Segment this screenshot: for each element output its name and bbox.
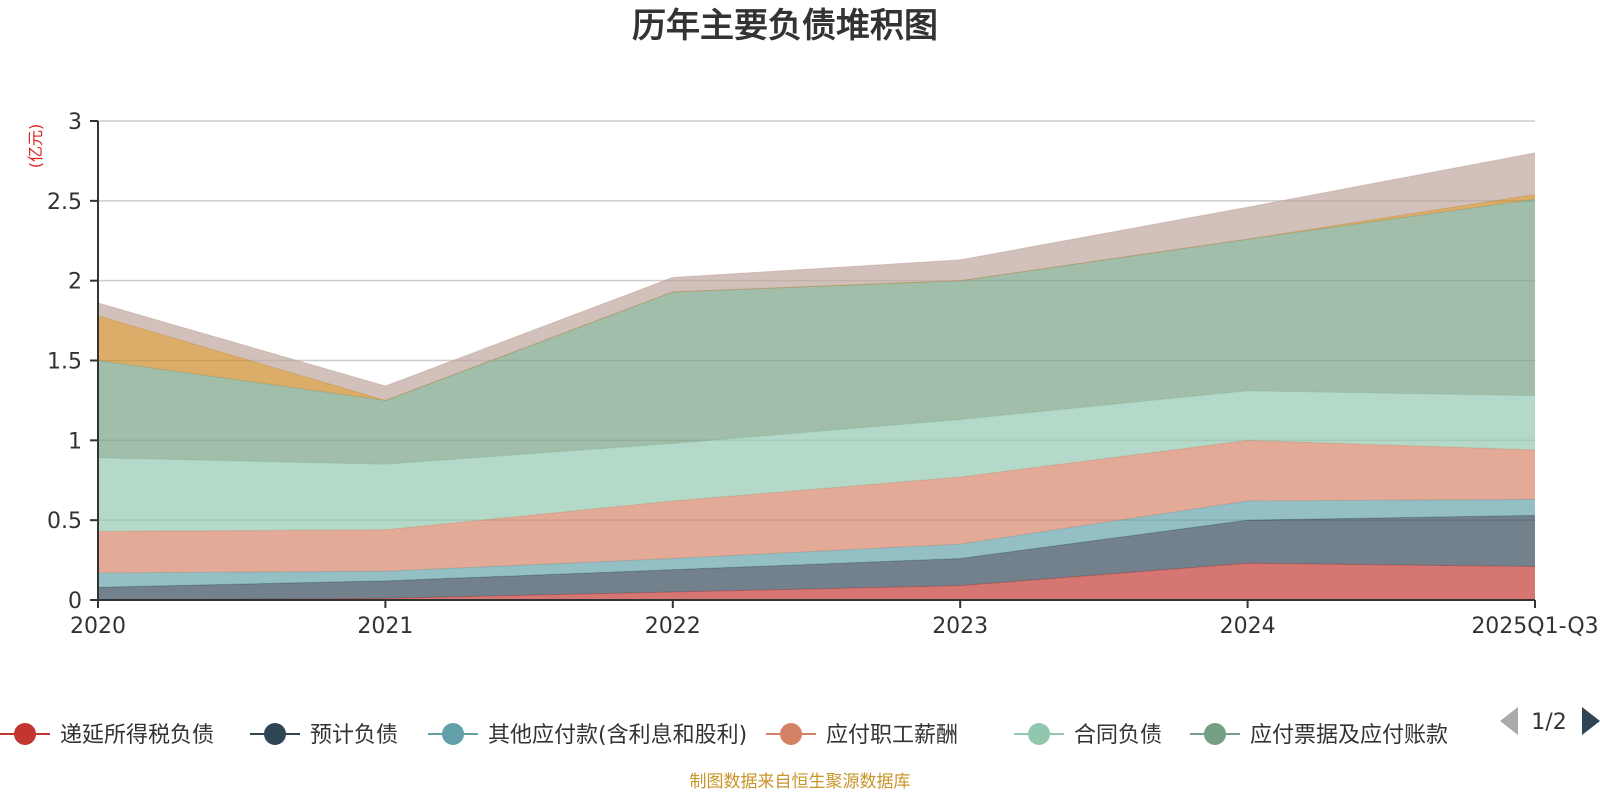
data-source-note: 制图数据来自恒生聚源数据库 — [690, 772, 911, 792]
x-tick-label-0: 2020 — [70, 614, 126, 639]
x-tick-label-2: 2022 — [645, 614, 701, 639]
y-tick-label-3: 1.5 — [47, 350, 82, 375]
y-axis-label: (亿元) — [26, 124, 45, 169]
legend-label-1: 预计负债 — [310, 723, 398, 748]
legend-item-2[interactable]: 其他应付款(含利息和股利) — [428, 723, 747, 748]
legend-marker-icon-3 — [780, 723, 802, 745]
legend-page-indicator: 1/2 — [1531, 710, 1566, 735]
area-series-7 — [98, 152, 1535, 401]
area-series-3 — [98, 440, 1535, 573]
legend-label-0: 递延所得税负债 — [60, 723, 214, 748]
area-series-0 — [98, 563, 1535, 600]
legend-marker-icon-4 — [1028, 723, 1050, 745]
legend-label-3: 应付职工薪酬 — [826, 723, 958, 748]
y-tick-label-5: 2.5 — [47, 190, 82, 215]
area-series-2 — [98, 499, 1535, 588]
legend-marker-icon-1 — [264, 723, 286, 745]
x-tick-label-5: 2025Q1-Q3 — [1471, 614, 1598, 639]
area-series — [97, 152, 1536, 601]
legend-label-5: 应付票据及应付账款 — [1250, 723, 1448, 748]
legend-item-3[interactable]: 应付职工薪酬 — [766, 723, 958, 748]
area-series-1 — [98, 515, 1535, 600]
area-series-4 — [98, 390, 1535, 532]
x-tick-label-3: 2023 — [932, 614, 988, 639]
y-tick-label-4: 2 — [68, 270, 82, 295]
legend-pager: 1/2 — [1500, 707, 1600, 735]
y-tick-label-6: 3 — [68, 110, 82, 135]
y-tick-label-0: 0 — [68, 589, 82, 614]
x-axis-ticks: 2020 2021 2022 2023 2024 2025Q1-Q3 — [70, 600, 1599, 639]
y-tick-label-1: 0.5 — [47, 509, 82, 534]
legend-item-5[interactable]: 应付票据及应付账款 — [1190, 723, 1448, 748]
x-tick-label-4: 2024 — [1220, 614, 1276, 639]
legend-marker-icon-5 — [1204, 723, 1226, 745]
chart-title: 历年主要负债堆积图 — [632, 6, 938, 46]
legend-next-arrow-icon[interactable] — [1582, 707, 1600, 735]
area-series-6 — [98, 194, 1535, 401]
legend-marker-icon-2 — [442, 723, 464, 745]
y-axis-ticks: 0 0.5 1 1.5 2 2.5 3 — [47, 110, 98, 614]
legend-label-2: 其他应付款(含利息和股利) — [488, 723, 747, 748]
legend-item-4[interactable]: 合同负债 — [1014, 723, 1162, 748]
legend-item-0[interactable]: 递延所得税负债 — [0, 723, 214, 748]
legend: 递延所得税负债 预计负债 其他应付款(含利息和股利) 应付职工薪酬 合同负债 应付票据及应… — [0, 723, 1448, 748]
area-series-5 — [98, 199, 1535, 465]
legend-item-1[interactable]: 预计负债 — [250, 723, 398, 748]
legend-prev-arrow-icon[interactable] — [1500, 707, 1518, 735]
y-tick-label-2: 1 — [68, 429, 82, 454]
legend-label-4: 合同负债 — [1074, 723, 1162, 748]
legend-marker-icon-0 — [14, 723, 36, 745]
x-tick-label-1: 2021 — [357, 614, 413, 639]
area-series-line-7 — [97, 152, 1536, 387]
